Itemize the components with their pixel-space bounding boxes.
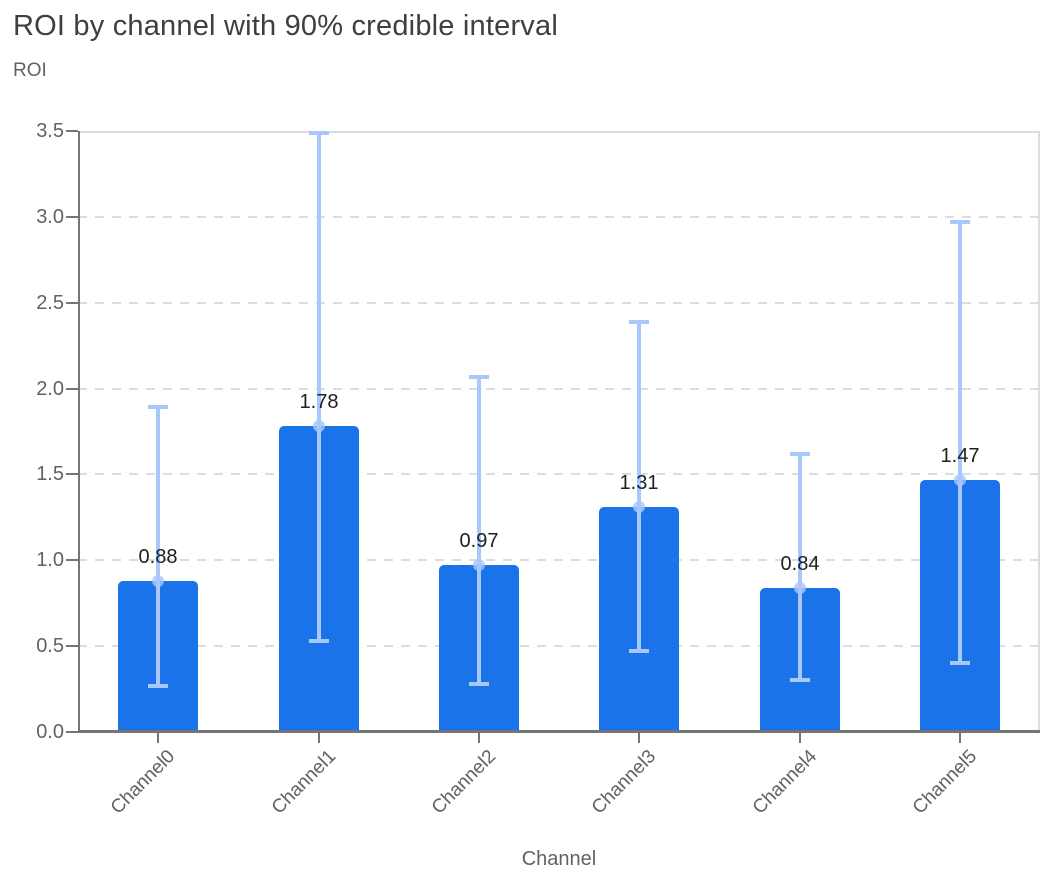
- y-tick-label: 1.5: [36, 463, 64, 485]
- plot-top-border: [78, 131, 1040, 133]
- bar-value-label: 1.78: [299, 391, 339, 413]
- x-tick-mark: [478, 733, 480, 743]
- y-tick-mark-0.0: [66, 731, 78, 733]
- x-tick-label-text: Channel3: [587, 746, 660, 819]
- y-axis-title: ROI: [13, 60, 47, 81]
- error-bar-line: [156, 407, 160, 686]
- bar-value-label: 0.88: [138, 546, 178, 568]
- bar-value-label: 0.97: [459, 530, 499, 552]
- y-tick-mark-1.0: [66, 559, 78, 561]
- y-tick-mark-3.0: [66, 216, 78, 218]
- error-bar-line: [477, 377, 481, 684]
- x-tick-mark: [959, 733, 961, 743]
- gridline-2: [78, 388, 1040, 390]
- y-tick-label: 1.0: [36, 549, 64, 571]
- error-bar-cap-lower: [148, 684, 168, 688]
- gridline-2.5: [78, 302, 1040, 304]
- bar-value-label: 1.31: [619, 472, 659, 494]
- error-bar-cap-upper: [469, 375, 489, 379]
- plot-area: 0.0 0.5 1.0 1.5 2.0 2.5 3.0 3.5 0.88 Channel0 1.78…: [36, 120, 1040, 818]
- bar-value-label: 1.47: [940, 445, 980, 467]
- error-bar-cap-upper: [309, 131, 329, 135]
- x-tick-label-text: Channel5: [908, 746, 981, 819]
- error-bar-line: [958, 222, 962, 663]
- y-tick-label: 0.0: [36, 721, 64, 743]
- x-axis-title: Channel: [521, 848, 597, 870]
- x-tick-mark: [638, 733, 640, 743]
- error-bar-line: [637, 322, 641, 651]
- y-tick-mark-1.5: [66, 473, 78, 475]
- y-tick-label: 3.0: [36, 206, 64, 228]
- x-tick-label-text: Channel4: [748, 746, 821, 819]
- error-bar-cap-upper: [790, 452, 810, 456]
- gridline-1: [78, 559, 1040, 561]
- plot-right-border: [1038, 131, 1040, 732]
- error-bar-cap-lower: [629, 649, 649, 653]
- y-axis-line: [78, 131, 80, 732]
- y-tick-label: 2.0: [36, 378, 64, 400]
- bar-value-label: 0.84: [780, 553, 820, 575]
- x-tick-mark: [799, 733, 801, 743]
- x-tick-label-text: Channel1: [267, 746, 340, 819]
- y-tick-mark-2.0: [66, 388, 78, 390]
- y-tick-label: 2.5: [36, 292, 64, 314]
- error-bar-line: [317, 133, 321, 641]
- error-bar-cap-lower: [309, 639, 329, 643]
- y-tick-mark-0.5: [66, 645, 78, 647]
- x-axis-line: [78, 730, 1040, 733]
- gridline-0.5: [78, 645, 1040, 647]
- error-bar-cap-upper: [629, 320, 649, 324]
- error-bar-cap-upper: [148, 405, 168, 409]
- y-tick-label: 0.5: [36, 635, 64, 657]
- x-tick-label-text: Channel0: [106, 746, 179, 819]
- error-bar-cap-lower: [469, 682, 489, 686]
- x-tick-mark: [157, 733, 159, 743]
- y-tick-label: 3.5: [36, 120, 64, 142]
- chart-title: ROI by channel with 90% credible interva…: [13, 10, 558, 42]
- x-tick-mark: [318, 733, 320, 743]
- error-bar-cap-lower: [950, 661, 970, 665]
- error-bar-cap-upper: [950, 220, 970, 224]
- y-tick-mark-2.5: [66, 302, 78, 304]
- x-tick-label-text: Channel2: [427, 746, 500, 819]
- gridline-1.5: [78, 473, 1040, 475]
- gridline-3: [78, 216, 1040, 218]
- error-bar-line: [798, 454, 802, 680]
- error-bar-cap-lower: [790, 678, 810, 682]
- y-tick-mark-3.5: [66, 130, 78, 132]
